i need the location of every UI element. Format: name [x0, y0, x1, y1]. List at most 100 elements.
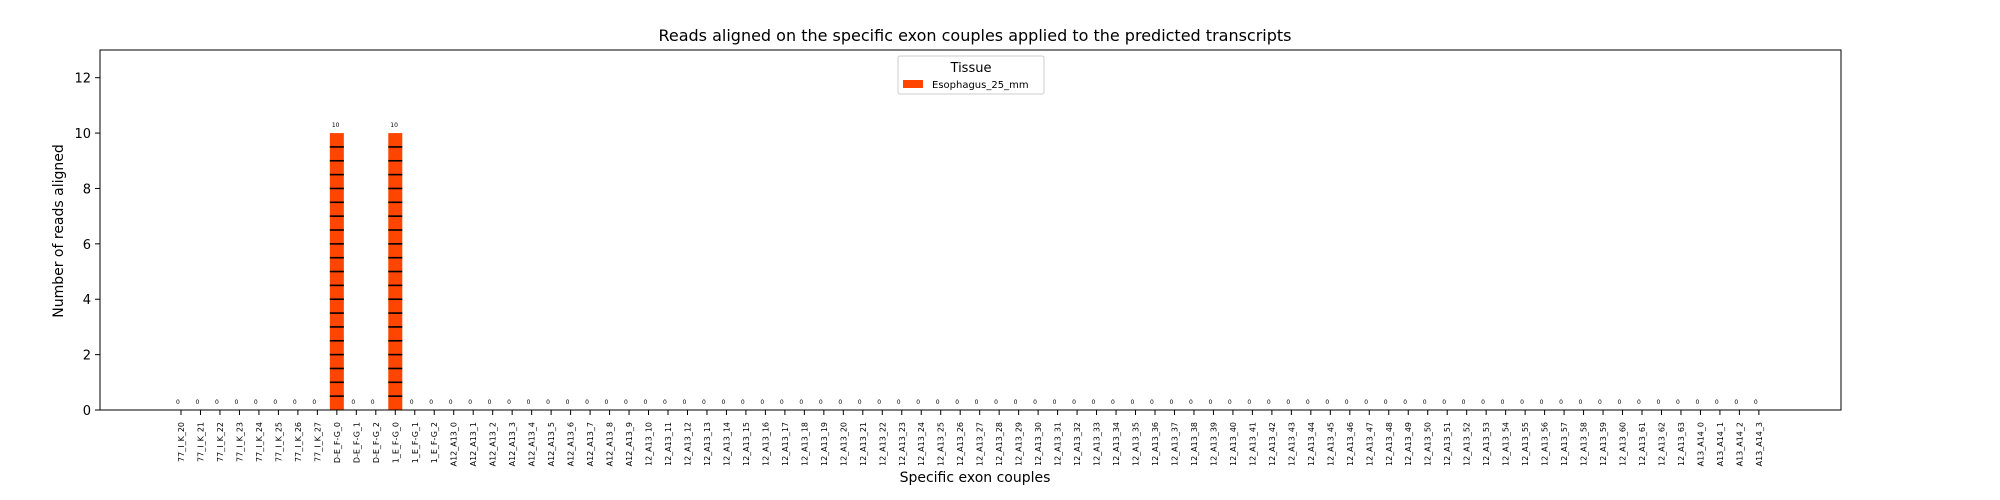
bar-value-label: 0: [663, 399, 667, 406]
x-tick-label: A12_A13_1: [469, 422, 478, 466]
x-tick-label: 77_I_K_21: [196, 422, 205, 462]
x-tick-label: 12_A13_35: [1132, 422, 1141, 466]
y-tick-label: 4: [83, 293, 91, 308]
x-tick-label: 12_A13_55: [1521, 422, 1530, 466]
x-tick-label: 77_I_K_27: [313, 422, 322, 462]
bar-value-label: 0: [585, 399, 589, 406]
x-tick-label: 12_A13_12: [683, 422, 692, 466]
x-tick-label: 12_A13_30: [1034, 422, 1043, 466]
x-tick-label: A13_A14_2: [1735, 422, 1744, 466]
x-tick-label: 12_A13_53: [1482, 422, 1491, 466]
x-tick-label: 12_A13_56: [1541, 422, 1550, 466]
y-tick-label: 8: [83, 182, 91, 197]
x-tick-label: 12_A13_39: [1209, 422, 1218, 466]
bar-value-label: 0: [1286, 399, 1290, 406]
x-tick-label: 12_A13_50: [1424, 422, 1433, 466]
x-tick-label: 12_A13_40: [1229, 422, 1238, 466]
bar-value-label: 0: [215, 399, 219, 406]
legend: Tissue Esophagus_25_mm: [897, 55, 1045, 95]
bar-value-label: 0: [1053, 399, 1057, 406]
x-tick-label: A12_A13_6: [567, 422, 576, 466]
bar-value-label: 0: [1520, 399, 1524, 406]
x-tick-label: 12_A13_41: [1248, 422, 1257, 466]
bar-value-label: 0: [955, 399, 959, 406]
bar-value-label: 0: [1150, 399, 1154, 406]
bar-value-label: 0: [1579, 399, 1583, 406]
x-tick-label: D-E_F-G_1: [352, 422, 361, 463]
x-tick-label: 12_A13_47: [1365, 422, 1374, 466]
x-tick-label: 12_A13_19: [820, 422, 829, 466]
bar-value-label: 0: [468, 399, 472, 406]
x-tick-label: 12_A13_21: [859, 422, 868, 466]
x-tick-label: 77_I_K_24: [255, 422, 264, 462]
bar-value-label: 0: [1228, 399, 1232, 406]
bar-value-label: 0: [527, 399, 531, 406]
y-tick-label: 6: [83, 238, 91, 253]
x-tick-label: 12_A13_31: [1054, 422, 1063, 466]
axes-frame: [99, 49, 1842, 411]
bar-value-label: 0: [721, 399, 725, 406]
x-tick-label: 12_A13_20: [839, 422, 848, 466]
bar-value-label: 0: [1364, 399, 1368, 406]
bar-value-label: 0: [682, 399, 686, 406]
chart-title: Reads aligned on the specific exon coupl…: [658, 26, 1291, 45]
bar-value-label: 0: [371, 399, 375, 406]
x-tick-label: 12_A13_18: [800, 422, 809, 466]
bar-value-label: 0: [1637, 399, 1641, 406]
x-tick-label: 12_A13_33: [1093, 422, 1102, 466]
x-tick-label: 77_I_K_26: [294, 422, 303, 462]
bar-value-label: 0: [410, 399, 414, 406]
bar-value-label: 0: [819, 399, 823, 406]
x-tick-label: 12_A13_34: [1112, 422, 1121, 466]
bar-value-label: 0: [1169, 399, 1173, 406]
bar-value-label: 0: [799, 399, 803, 406]
x-tick-label: 12_A13_48: [1385, 422, 1394, 466]
x-tick-label: 12_A13_46: [1346, 422, 1355, 466]
bar-value-label: 0: [1306, 399, 1310, 406]
x-tick-label: 12_A13_63: [1677, 422, 1686, 466]
bar-value-label: 0: [293, 399, 297, 406]
x-tick-label: A12_A13_9: [625, 422, 634, 466]
x-tick-label: 12_A13_52: [1463, 422, 1472, 466]
bar-value-label: 0: [1501, 399, 1505, 406]
bar-value-label: 0: [858, 399, 862, 406]
x-tick-label: 12_A13_22: [878, 422, 887, 466]
bar-value-label: 0: [1618, 399, 1622, 406]
bar-value-label: 0: [1423, 399, 1427, 406]
x-tick-label: 12_A13_15: [742, 422, 751, 466]
bar-value-label: 0: [624, 399, 628, 406]
bar-value-label: 0: [1014, 399, 1018, 406]
x-tick-label: 12_A13_44: [1307, 422, 1316, 466]
bar-value-label: 0: [975, 399, 979, 406]
bar-value-label: 0: [488, 399, 492, 406]
bar-value-label: 0: [1540, 399, 1544, 406]
x-tick-label: 12_A13_26: [956, 422, 965, 466]
x-tick-label: 12_A13_36: [1151, 422, 1160, 466]
bar-value-label: 0: [1676, 399, 1680, 406]
bar-value-label: 0: [566, 399, 570, 406]
bar-value-label: 0: [916, 399, 920, 406]
bar-value-label: 0: [1189, 399, 1193, 406]
x-tick-label: 12_A13_60: [1619, 422, 1628, 466]
bar-value-label: 0: [1384, 399, 1388, 406]
bar-value-label: 0: [1695, 399, 1699, 406]
bar-value-label: 0: [1462, 399, 1466, 406]
x-tick-label: A12_A13_2: [489, 422, 498, 466]
x-tick-label: 12_A13_49: [1404, 422, 1413, 466]
bar-value-label: 0: [702, 399, 706, 406]
x-tick-label: 12_A13_42: [1268, 422, 1277, 466]
x-axis-label: Specific exon couples: [900, 470, 1051, 486]
x-tick-label: 12_A13_14: [722, 422, 731, 466]
bar-value-label: 0: [1715, 399, 1719, 406]
x-tick-label: 12_A13_23: [898, 422, 907, 466]
bar-value-label: 0: [176, 399, 180, 406]
x-tick-label: 12_A13_17: [781, 422, 790, 466]
x-tick-label: A12_A13_5: [547, 422, 556, 466]
y-axis-label: Number of reads aligned: [51, 144, 67, 318]
x-tick-label: 12_A13_43: [1287, 422, 1296, 466]
bar-value-label: 0: [605, 399, 609, 406]
bar-value-label: 0: [273, 399, 277, 406]
bar-value-label: 0: [780, 399, 784, 406]
y-tick-label: 2: [83, 349, 91, 364]
